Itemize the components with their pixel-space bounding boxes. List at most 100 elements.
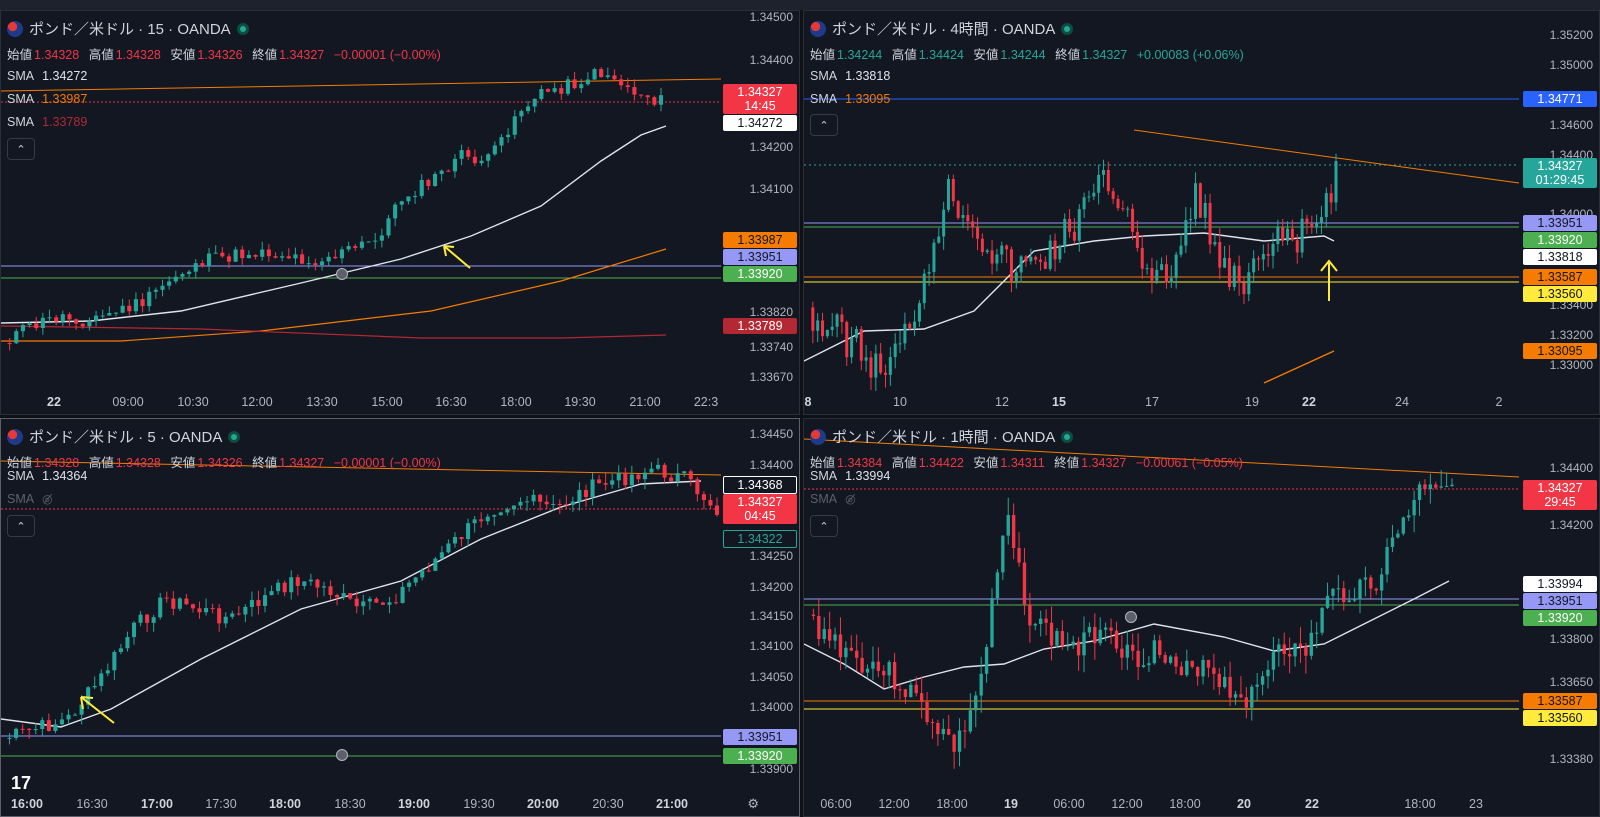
candle-body xyxy=(160,285,165,290)
time-axis[interactable]: 06:00 12:00 18:00 19 06:00 12:00 18:00 2… xyxy=(820,797,1483,811)
hline-green-label: 1.33920 xyxy=(1523,610,1597,626)
candle-body xyxy=(1109,627,1113,631)
candle-body xyxy=(968,710,973,732)
candle-body xyxy=(280,256,285,258)
chart-canvas-4h[interactable] xyxy=(804,11,1600,415)
candle-body xyxy=(844,647,848,658)
collapse-legend-button[interactable]: ⌃ xyxy=(810,114,838,136)
candle-body xyxy=(952,734,956,752)
collapse-legend-button[interactable]: ⌃ xyxy=(810,515,838,537)
annotation-arrow-head xyxy=(80,696,94,699)
sma-legend-3[interactable]: SMA 1.33789 xyxy=(7,115,88,129)
gear-icon[interactable]: ⚙ xyxy=(747,796,759,811)
candle-body xyxy=(173,276,178,282)
sma-legend-2[interactable]: SMA 1.33987 xyxy=(7,92,88,106)
candle-body xyxy=(53,724,58,731)
candle-body xyxy=(984,647,989,674)
candle-body xyxy=(321,586,327,588)
trendline xyxy=(1133,129,1520,184)
candle-body xyxy=(610,480,615,485)
candle-body xyxy=(649,468,654,473)
candle-body xyxy=(811,614,816,617)
price-axis[interactable]: 1.34450 1.34400 1.34250 1.34200 1.34150 … xyxy=(749,427,793,776)
sma-legend-2[interactable]: SMA 1.33095 xyxy=(810,92,891,106)
candle-body xyxy=(328,586,333,595)
candle-body xyxy=(492,515,497,517)
alarm-clock-icon[interactable] xyxy=(1125,611,1137,623)
chart-panel-1h[interactable]: ポンド／米ドル · 1時間 · OANDA 始値 1.34384 高値 1.3442… xyxy=(803,418,1600,817)
price-axis[interactable]: 1.34500 1.34400 1.34200 1.34100 1.33820 … xyxy=(749,10,793,384)
eye-off-icon[interactable]: ◎̸ xyxy=(845,492,856,506)
candle-body xyxy=(374,598,379,603)
candle-body xyxy=(1164,264,1168,283)
candle-body xyxy=(838,634,843,658)
chart-panel-5m[interactable]: ポンド／米ドル · 5 · OANDA 始値 1.34328 高値 1.34328 … xyxy=(0,418,800,817)
alarm-clock-icon[interactable] xyxy=(336,268,348,280)
candle-body xyxy=(112,651,117,671)
candle-body xyxy=(151,617,156,623)
hline-purple-label: 1.33951 xyxy=(723,249,797,265)
price-axis[interactable]: 1.34400 1.34200 1.33800 1.33650 1.33380 xyxy=(1549,461,1593,766)
candle-body xyxy=(341,593,346,598)
candle-body xyxy=(1039,618,1043,624)
candle-body xyxy=(1290,228,1294,241)
candle-body xyxy=(1158,640,1162,656)
candle-body xyxy=(1242,282,1246,295)
candle-body xyxy=(99,673,104,686)
candle-body xyxy=(47,317,52,319)
last-price-label: 1.34327 04:45 xyxy=(723,494,797,524)
sma-white xyxy=(1,480,702,728)
sma-legend-1[interactable]: SMA 1.33994 xyxy=(810,469,891,483)
sma-legend-1[interactable]: SMA 1.33818 xyxy=(810,69,891,83)
chart-panel-4h[interactable]: ポンド／米ドル · 4時間 · OANDA 始値 1.34244 高値 1.3442… xyxy=(803,10,1600,415)
symbol-title[interactable]: ポンド／米ドル · 1時間 · OANDA xyxy=(832,429,1056,446)
chart-canvas-5m[interactable] xyxy=(1,419,800,817)
candle-body xyxy=(20,325,25,332)
candle-body xyxy=(499,137,504,146)
candle-body xyxy=(1103,627,1108,630)
symbol-title[interactable]: ポンド／米ドル · 15 · OANDA xyxy=(29,21,231,38)
candle-body xyxy=(1390,537,1395,548)
time-axis[interactable]: 16:00 16:30 17:00 17:30 18:00 18:30 19:0… xyxy=(11,797,688,811)
candle-body xyxy=(1179,245,1183,255)
sma-legend-2-hidden[interactable]: SMA ◎̸ xyxy=(810,492,856,506)
alarm-clock-icon[interactable] xyxy=(336,749,348,761)
candle-body xyxy=(74,319,79,324)
chart-title: ポンド／米ドル · 1時間 · OANDA xyxy=(810,426,1074,447)
symbol-title[interactable]: ポンド／米ドル · 4時間 · OANDA xyxy=(832,21,1056,38)
chart-panel-15m[interactable]: ポンド／米ドル · 15 · OANDA 始値 1.34328 高値 1.34328… xyxy=(0,10,800,415)
sma-legend-1[interactable]: SMA 1.34272 xyxy=(7,69,88,83)
candle-body xyxy=(406,196,411,202)
time-axis[interactable]: 22 09:00 10:30 12:00 13:30 15:00 16:30 1… xyxy=(47,395,719,409)
annotation-arrow-head xyxy=(80,696,84,710)
candle-body xyxy=(1049,622,1054,646)
chart-canvas-15m[interactable] xyxy=(1,11,800,415)
gbp-usd-flag-icon xyxy=(7,20,23,37)
candle-body xyxy=(1043,261,1047,269)
last-price-label: 1.34327 01:29:45 xyxy=(1523,158,1597,188)
candle-body xyxy=(1163,655,1167,663)
collapse-legend-button[interactable]: ⌃ xyxy=(7,138,35,160)
candle-body xyxy=(127,305,132,312)
sma-white-label: 1.33818 xyxy=(1523,249,1597,265)
candle-body xyxy=(1087,196,1091,198)
eye-off-icon[interactable]: ◎̸ xyxy=(42,492,53,506)
candle-body xyxy=(1223,676,1227,688)
candle-body xyxy=(452,158,458,172)
collapse-legend-button[interactable]: ⌃ xyxy=(7,515,35,537)
candle-body xyxy=(898,689,902,691)
candle-body xyxy=(980,238,984,253)
tradingview-logo[interactable]: 17 xyxy=(11,773,32,793)
sma-orange-label: 1.33987 xyxy=(723,232,797,248)
candle-body xyxy=(1271,652,1276,670)
chart-canvas-1h[interactable] xyxy=(804,419,1600,817)
time-axis[interactable]: 8 10 12 15 17 19 22 24 2 xyxy=(804,395,1503,409)
sma-legend-2-hidden[interactable]: SMA ◎̸ xyxy=(7,492,53,506)
candle-body xyxy=(1029,256,1033,262)
candle-body xyxy=(1120,648,1124,658)
candle-body xyxy=(1071,641,1075,646)
candle-body xyxy=(1213,242,1217,245)
symbol-title[interactable]: ポンド／米ドル · 5 · OANDA xyxy=(29,429,223,446)
sma-legend-1[interactable]: SMA 1.34364 xyxy=(7,469,88,483)
candle-body xyxy=(184,598,189,605)
